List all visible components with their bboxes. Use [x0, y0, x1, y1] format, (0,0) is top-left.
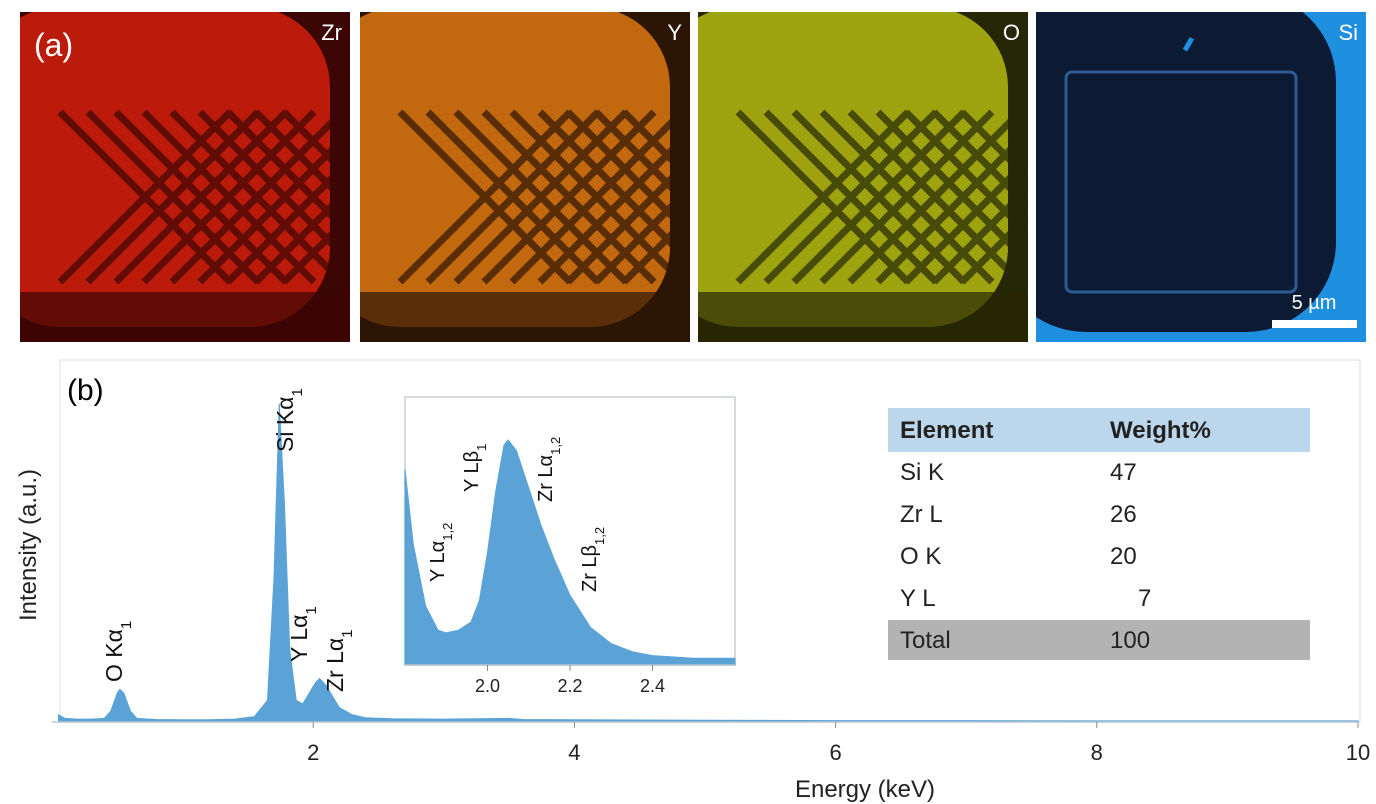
- table-cell: Zr L: [900, 501, 943, 528]
- peak-label-text: Zr Lα: [535, 455, 557, 502]
- peak-label-subscript: 1,2: [548, 437, 563, 455]
- peak-label-subscript: 1: [474, 444, 489, 451]
- map-element-label: Si: [1338, 20, 1358, 45]
- particle: [658, 7, 1008, 327]
- table-cell: Y L: [900, 585, 936, 612]
- table-header-cell: Weight%: [1110, 417, 1211, 444]
- x-tick-label: 8: [1091, 740, 1103, 765]
- x-tick-label: 2.2: [557, 676, 582, 696]
- peak-label-text: Y Lα: [427, 541, 449, 582]
- peak-label-text: O Kα: [101, 629, 127, 682]
- scale-bar-label: 5 µm: [1292, 292, 1337, 314]
- peak-label-subscript: 1: [118, 621, 135, 629]
- peak-label-subscript: 1,2: [592, 527, 607, 545]
- x-axis-title: Energy (keV): [795, 776, 935, 803]
- particle-shadow: [658, 292, 1038, 352]
- peak-label-text: Y Lβ: [461, 451, 483, 492]
- table-total-bg: [888, 620, 1310, 660]
- x-tick-label: 10: [1346, 740, 1370, 765]
- scale-bar: [1272, 320, 1357, 328]
- particle-shadow: [0, 292, 360, 352]
- peak-label-text: Si Kα: [272, 397, 298, 452]
- particle: [320, 7, 670, 327]
- peak-label-subscript: 1: [289, 388, 306, 396]
- peak-label-text: Zr Lβ: [579, 545, 601, 592]
- page: {"figure":{"panel_a":{"label":"(a)","map…: [0, 0, 1376, 804]
- x-tick-label: 6: [829, 740, 841, 765]
- peak-label-subscript: 1: [303, 606, 320, 614]
- panel-label: (a): [34, 27, 73, 63]
- x-tick-label: 2.0: [475, 676, 500, 696]
- y-axis-title: Intensity (a.u.): [15, 469, 42, 621]
- figure: (b) ZrYOSi(a)5 µm246810O Kα1Si Kα1Y Lα1Z…: [0, 0, 1376, 804]
- x-tick-label: 4: [568, 740, 580, 765]
- table-total-cell: 100: [1110, 627, 1150, 654]
- peak-label-subscript: 1: [339, 630, 356, 638]
- peak-label-text: Zr Lα: [322, 638, 348, 692]
- panel-label: (b): [67, 374, 104, 407]
- table-cell: 7: [1138, 585, 1151, 612]
- table-cell: 26: [1110, 501, 1137, 528]
- table-cell: Si K: [900, 459, 944, 486]
- table-total-cell: Total: [900, 627, 951, 654]
- table-header-cell: Element: [900, 417, 993, 444]
- table-cell: 20: [1110, 543, 1137, 570]
- peak-label-subscript: 1,2: [440, 523, 455, 541]
- particle-shadow: [320, 292, 700, 352]
- map-element-label: Y: [667, 20, 682, 45]
- peak-label-text: Y Lα: [286, 615, 312, 662]
- table-cell: O K: [900, 543, 941, 570]
- element-map: [996, 0, 1366, 342]
- map-element-label: Zr: [321, 20, 342, 45]
- map-element-label: O: [1003, 20, 1020, 45]
- x-tick-label: 2: [307, 740, 319, 765]
- x-tick-label: 2.4: [640, 676, 665, 696]
- particle: [996, 0, 1336, 332]
- table-cell: 47: [1110, 459, 1137, 486]
